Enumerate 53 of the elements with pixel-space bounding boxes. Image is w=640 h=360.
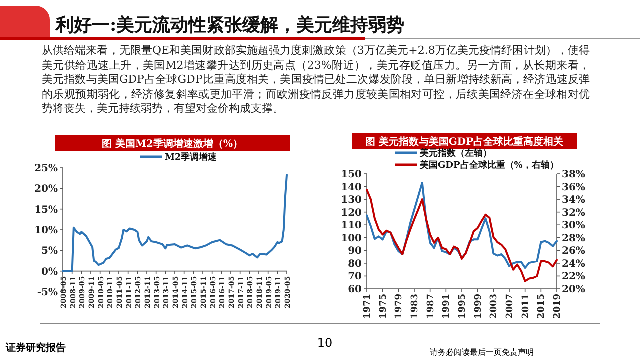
y-tick-label: 100: [341, 233, 362, 244]
y2-tick-label: 26%: [562, 246, 586, 258]
y2-tick-label: 34%: [562, 195, 586, 206]
y-tick-label: 140: [341, 182, 362, 194]
y-tick-label: 5%: [42, 246, 58, 258]
y-tick-label: 120: [341, 208, 362, 219]
y-tick-label: 80: [348, 258, 362, 270]
y2-tick-label: 32%: [562, 208, 586, 219]
text: 10: [317, 336, 333, 350]
y-tick-label: 70: [348, 272, 362, 283]
x-tick-label: 2007: [506, 294, 516, 320]
y2-tick-label: 20%: [562, 284, 586, 296]
y2-tick-label: 30%: [562, 220, 586, 232]
x-tick-label: 2015: [537, 294, 548, 320]
y2-tick-label: 28%: [562, 233, 586, 244]
y-tick-label: 15%: [34, 204, 58, 216]
y-tick-label: 130: [341, 195, 362, 206]
x-tick-label: 1999: [474, 294, 484, 320]
x-tick-label: 2003: [490, 294, 500, 320]
text: 从供给端来看，无限量QE和美国财政部实施超强力度刺激政策（3万亿美元+2.8万亿美元疫情纾困计划），使得美元供给迅速上升，美国M2增速攀升达到历史高点（23%附近），美元存贬值压力。另一方面，从长期来看，美元指数与美国GDP占全球GDP比重高度相关，美国疫情已处二次爆发阶段，单日新增持续新高，经济迅速反弹的乐观预期弱化，经济修复斜率或更加平滑；而欧洲疫情反弹力度较美国相对可控，后续美国经济在全球相对优势将丧失，美元持续弱势，有望对金价构成支撑。: [42, 44, 590, 116]
x-tick-label: 1983: [410, 294, 420, 320]
line-series: [366, 182, 558, 270]
chart-title: 图 美国M2季调增速激增（%）: [102, 138, 244, 150]
line-series: [62, 174, 288, 272]
text: 请务必阅读最后一页免责声明: [430, 348, 534, 357]
y-tick-label: 110: [341, 220, 362, 232]
line-series: [366, 188, 558, 282]
y-tick-label: 60: [348, 284, 362, 296]
legend-label: 美元指数（左轴）: [419, 148, 492, 159]
x-tick-label: 1987: [426, 294, 436, 320]
y-tick-label: 150: [341, 170, 362, 180]
legend-label: 美国GDP占全球比重（%，右轴）: [419, 160, 559, 171]
chart-title: 图 美元指数与美国GDP占全球比重高度相关: [365, 136, 565, 148]
y-tick-label: -5%: [37, 288, 58, 298]
text: 利好一:美元流动性紧张缓解，美元维持弱势: [55, 15, 405, 36]
x-tick-label: 1975: [378, 294, 389, 320]
x-tick-label: 1979: [394, 294, 405, 320]
y2-tick-label: 36%: [562, 182, 586, 194]
y-tick-label: 25%: [34, 164, 58, 174]
x-tick-label: 1971: [363, 294, 373, 320]
text: 证券研究报告: [5, 342, 66, 354]
x-tick-label: 1995: [458, 294, 468, 320]
y-tick-label: 20%: [34, 184, 58, 196]
y-tick-label: 90: [348, 246, 362, 258]
y2-tick-label: 22%: [562, 272, 586, 283]
y-tick-label: 0%: [42, 266, 58, 278]
legend-label: M2季调增速: [165, 152, 218, 163]
x-tick-label: 1991: [442, 294, 452, 320]
y-tick-label: 10%: [34, 226, 58, 236]
x-tick-label: 2011: [521, 294, 532, 320]
y2-tick-label: 24%: [562, 258, 586, 270]
y2-tick-label: 38%: [562, 170, 586, 180]
x-tick-label: 2019: [553, 294, 563, 320]
